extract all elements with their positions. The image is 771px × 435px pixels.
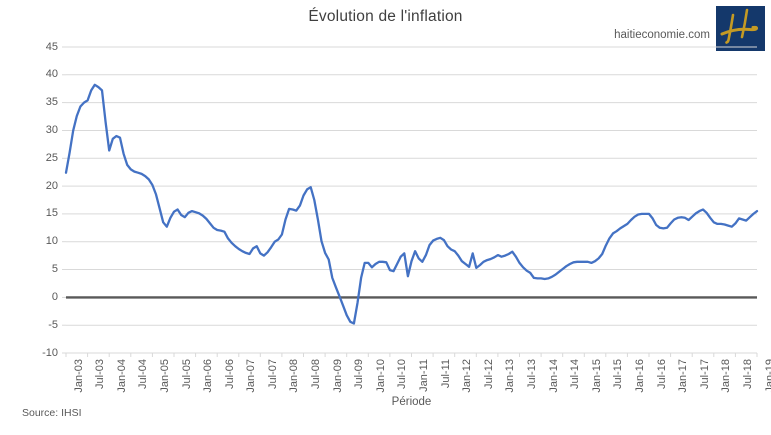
- logo-crossbar-stroke: [720, 25, 759, 36]
- y-tick-label: 35: [45, 96, 58, 109]
- x-tick-label: Jul-08: [310, 359, 322, 389]
- x-tick-label: Jul-04: [137, 359, 150, 389]
- x-tick-label: Jan-11: [418, 359, 430, 392]
- inflation-line: [64, 83, 759, 325]
- x-tick-label: Jul-10: [396, 359, 409, 389]
- x-tick-label: Jan-16: [633, 359, 646, 393]
- x-tick-label: Jan-08: [288, 359, 301, 393]
- x-tick-label: Jan-05: [158, 359, 171, 393]
- x-tick-label: Jul-14: [569, 359, 582, 389]
- y-tick-label: 45: [45, 40, 58, 53]
- x-tick-label: Jul-15: [612, 359, 625, 389]
- y-tick-label: 20: [45, 179, 58, 192]
- x-tick-label: Jul-03: [94, 359, 107, 389]
- logo-svg: [716, 6, 765, 51]
- x-tick-label: Jul-16: [655, 359, 668, 389]
- x-tick-label: Jul-17: [698, 359, 711, 389]
- x-tick-label: Jul-09: [353, 359, 366, 389]
- source-note: Source: IHSI: [22, 407, 82, 419]
- x-tick-label: Jul-11: [439, 359, 452, 389]
- y-tick-label: 40: [45, 68, 58, 81]
- x-tick-label: Jan-12: [461, 359, 474, 393]
- x-tick-label: Jul-07: [266, 359, 279, 389]
- y-tick-label: 15: [45, 207, 58, 220]
- x-tick-label: Jan-06: [202, 359, 215, 393]
- x-tick-label: Jul-13: [526, 359, 538, 389]
- x-tick-label: Jul-05: [180, 359, 193, 389]
- x-tick-label: Jan-14: [547, 359, 560, 393]
- haitieconomie-logo-icon: [716, 6, 765, 51]
- x-tick-label: Jan-04: [115, 359, 128, 393]
- chart-title: Évolution de l'inflation: [308, 8, 463, 25]
- y-tick-label: 30: [45, 124, 58, 136]
- y-tick-label: -5: [48, 318, 58, 331]
- brand-text: haitieconomie.com: [614, 29, 710, 41]
- y-tick-label: 25: [45, 151, 58, 164]
- x-tick-label: Jan-17: [677, 359, 690, 393]
- x-tick-label: Jul-12: [482, 359, 495, 389]
- x-tick-label: Jan-19: [763, 359, 771, 393]
- x-tick-label: Jan-03: [72, 359, 85, 393]
- logo-right-stroke: [740, 8, 749, 39]
- x-tick-label: Jan-07: [245, 359, 258, 393]
- y-tick-label: 0: [51, 290, 58, 303]
- y-tick-label: 5: [51, 263, 58, 275]
- y-tick-label: 10: [45, 235, 58, 248]
- x-tick-label: Jul-18: [741, 359, 754, 389]
- x-tick-label: Jan-10: [374, 359, 387, 393]
- x-tick-label: Jul-06: [223, 359, 236, 389]
- x-tick-label: Jan-18: [720, 359, 733, 393]
- x-axis-title: Période: [391, 396, 432, 408]
- y-tick-label: -10: [42, 346, 58, 359]
- x-tick-label: Jan-13: [504, 359, 517, 393]
- x-tick-label: Jan-15: [590, 359, 603, 393]
- logo-left-stroke: [725, 13, 735, 44]
- x-tick-label: Jan-09: [331, 359, 344, 393]
